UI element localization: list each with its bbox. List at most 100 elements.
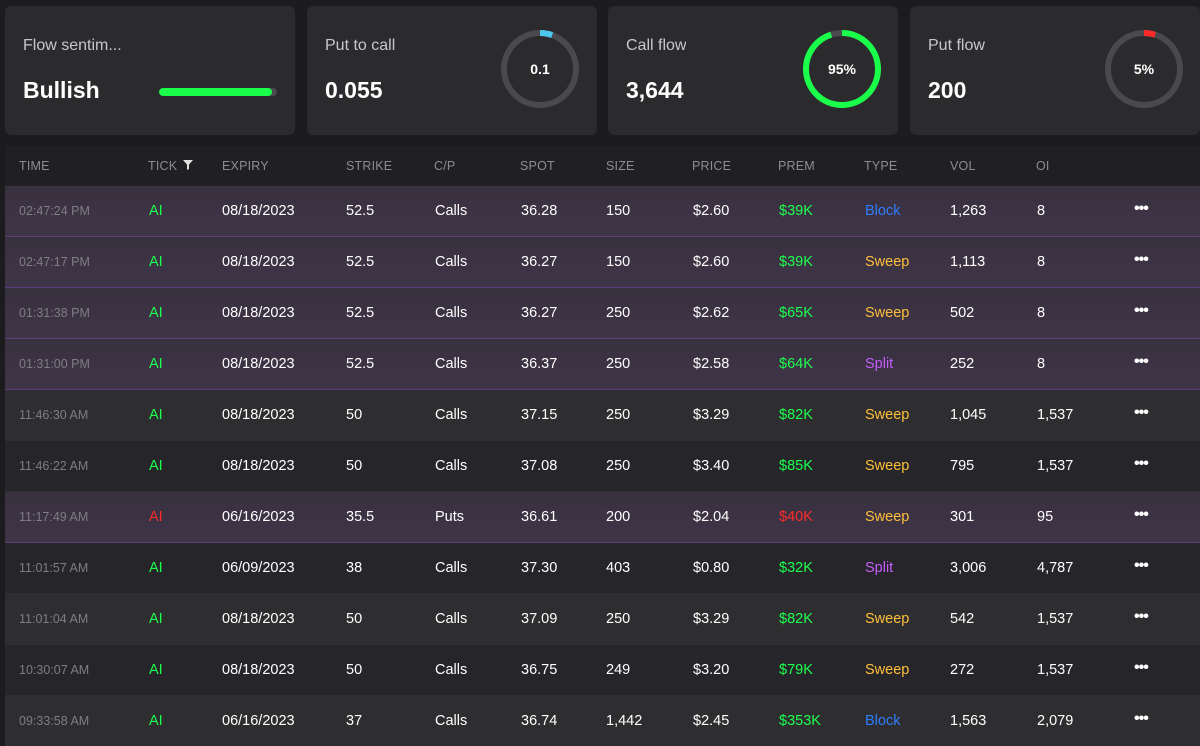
cell-expiry: 08/18/2023 — [222, 662, 295, 678]
header-prem[interactable]: PREM — [778, 159, 815, 173]
cell-strike: 50 — [346, 611, 363, 627]
cell-tick[interactable]: AI — [149, 713, 163, 729]
flow-sentiment-value: Bullish — [23, 77, 100, 103]
cell-spot: 37.30 — [521, 560, 558, 576]
header-strike[interactable]: STRIKE — [346, 159, 393, 173]
cell-tick[interactable]: AI — [149, 254, 163, 270]
more-horizontal-icon[interactable]: ••• — [1134, 200, 1149, 217]
cell-type: Split — [865, 560, 894, 576]
cell-tick[interactable]: AI — [149, 305, 163, 321]
cell-tick[interactable]: AI — [149, 560, 163, 576]
cell-size: 150 — [606, 203, 631, 219]
cell-prem: $79K — [779, 662, 813, 678]
cell-prem: $82K — [779, 407, 813, 423]
table-row[interactable]: 11:46:22 AM AI 08/18/2023 50 Calls 37.08 250 $3… — [5, 441, 1200, 492]
table-row[interactable]: 11:17:49 AM AI 06/16/2023 35.5 Puts 36.61 200 $… — [5, 492, 1200, 543]
header-expiry[interactable]: EXPIRY — [222, 159, 269, 173]
cell-oi: 1,537 — [1037, 662, 1074, 678]
table-row[interactable]: 10:30:07 AM AI 08/18/2023 50 Calls 36.75 249 $3… — [5, 645, 1200, 696]
header-spot[interactable]: SPOT — [520, 159, 555, 173]
more-horizontal-icon[interactable]: ••• — [1134, 353, 1149, 370]
cell-vol: 1,045 — [950, 407, 987, 423]
cell-price: $2.60 — [693, 203, 730, 219]
cell-type: Sweep — [865, 611, 910, 627]
cell-size: 1,442 — [606, 713, 643, 729]
cell-tick[interactable]: AI — [149, 458, 163, 474]
header-type[interactable]: TYPE — [864, 159, 898, 173]
gauge-label: 95% — [827, 61, 857, 77]
cell-spot: 37.08 — [521, 458, 558, 474]
header-tick[interactable]: TICK — [148, 159, 178, 173]
gauge-label: 5% — [1133, 61, 1155, 77]
header-size[interactable]: SIZE — [606, 159, 635, 173]
call-flow-label: Call flow — [626, 37, 687, 54]
cell-expiry: 06/16/2023 — [222, 509, 295, 525]
more-horizontal-icon[interactable]: ••• — [1134, 404, 1149, 421]
put-to-call-label: Put to call — [325, 37, 396, 54]
table-row[interactable]: 01:31:00 PM AI 08/18/2023 52.5 Calls 36.37 250… — [5, 339, 1200, 390]
filter-icon[interactable] — [183, 157, 193, 170]
flow-summary-cards: Flow sentim... Bullish Put to call 0.055… — [5, 6, 1200, 135]
header-cp[interactable]: C/P — [434, 159, 456, 173]
cell-tick[interactable]: AI — [149, 407, 163, 423]
header-vol[interactable]: VOL — [950, 159, 976, 173]
cell-expiry: 08/18/2023 — [222, 611, 295, 627]
cell-type: Sweep — [865, 254, 910, 270]
gauge-fill — [501, 30, 579, 108]
cell-oi: 4,787 — [1037, 560, 1074, 576]
table-row[interactable]: 11:46:30 AM AI 08/18/2023 50 Calls 37.15 250 $3… — [5, 390, 1200, 441]
more-horizontal-icon[interactable]: ••• — [1134, 455, 1149, 472]
cell-oi: 8 — [1037, 305, 1046, 321]
cell-expiry: 06/09/2023 — [222, 560, 295, 576]
cell-vol: 1,113 — [950, 254, 986, 270]
cell-cp: Calls — [435, 713, 468, 729]
cell-cp: Calls — [435, 662, 468, 678]
table-row[interactable]: 02:47:24 PM AI 08/18/2023 52.5 Calls 36.28 150… — [5, 186, 1200, 237]
cell-size: 250 — [606, 356, 631, 372]
cell-size: 249 — [606, 662, 631, 678]
table-row[interactable]: 09:33:58 AM AI 06/16/2023 37 Calls 36.74 1,442… — [5, 696, 1200, 746]
put-to-call-value: 0.055 — [325, 77, 383, 103]
flow-sentiment-bar — [159, 88, 277, 96]
cell-vol: 272 — [950, 662, 975, 678]
cell-cp: Calls — [435, 407, 468, 423]
more-horizontal-icon[interactable]: ••• — [1134, 557, 1149, 574]
cell-spot: 36.27 — [521, 305, 558, 321]
cell-tick[interactable]: AI — [149, 203, 163, 219]
cell-strike: 35.5 — [346, 509, 375, 525]
cell-tick[interactable]: AI — [149, 611, 163, 627]
more-horizontal-icon[interactable]: ••• — [1134, 251, 1149, 268]
flow-sentiment-label: Flow sentim... — [23, 37, 122, 54]
cell-prem: $82K — [779, 611, 813, 627]
more-horizontal-icon[interactable]: ••• — [1134, 506, 1149, 523]
cell-tick[interactable]: AI — [149, 509, 163, 525]
cell-time: 02:47:24 PM — [19, 204, 90, 218]
cell-type: Sweep — [865, 458, 910, 474]
cell-vol: 542 — [950, 611, 975, 627]
header-time[interactable]: TIME — [19, 159, 50, 173]
cell-prem: $32K — [779, 560, 813, 576]
table-row[interactable]: 02:47:17 PM AI 08/18/2023 52.5 Calls 36.27 150… — [5, 237, 1200, 288]
more-horizontal-icon[interactable]: ••• — [1134, 608, 1149, 625]
cell-size: 250 — [606, 407, 631, 423]
table-row[interactable]: 11:01:04 AM AI 08/18/2023 50 Calls 37.09 250 $3… — [5, 594, 1200, 645]
header-price[interactable]: PRICE — [692, 159, 732, 173]
cell-tick[interactable]: AI — [149, 662, 163, 678]
more-horizontal-icon[interactable]: ••• — [1134, 302, 1149, 319]
cell-oi: 8 — [1037, 254, 1046, 270]
cell-type: Block — [865, 203, 901, 219]
table-row[interactable]: 01:31:38 PM AI 08/18/2023 52.5 Calls 36.27 250… — [5, 288, 1200, 339]
cell-strike: 52.5 — [346, 356, 375, 372]
cell-expiry: 08/18/2023 — [222, 356, 295, 372]
more-horizontal-icon[interactable]: ••• — [1134, 710, 1149, 727]
cell-oi: 8 — [1037, 203, 1046, 219]
cell-time: 11:46:30 AM — [19, 408, 89, 422]
cell-strike: 37 — [346, 713, 363, 729]
cell-time: 09:33:58 AM — [19, 714, 90, 728]
header-oi[interactable]: OI — [1036, 159, 1050, 173]
cell-prem: $39K — [779, 203, 813, 219]
cell-size: 250 — [606, 611, 631, 627]
table-row[interactable]: 11:01:57 AM AI 06/09/2023 38 Calls 37.30 403 $0… — [5, 543, 1200, 594]
cell-tick[interactable]: AI — [149, 356, 163, 372]
more-horizontal-icon[interactable]: ••• — [1134, 659, 1149, 676]
